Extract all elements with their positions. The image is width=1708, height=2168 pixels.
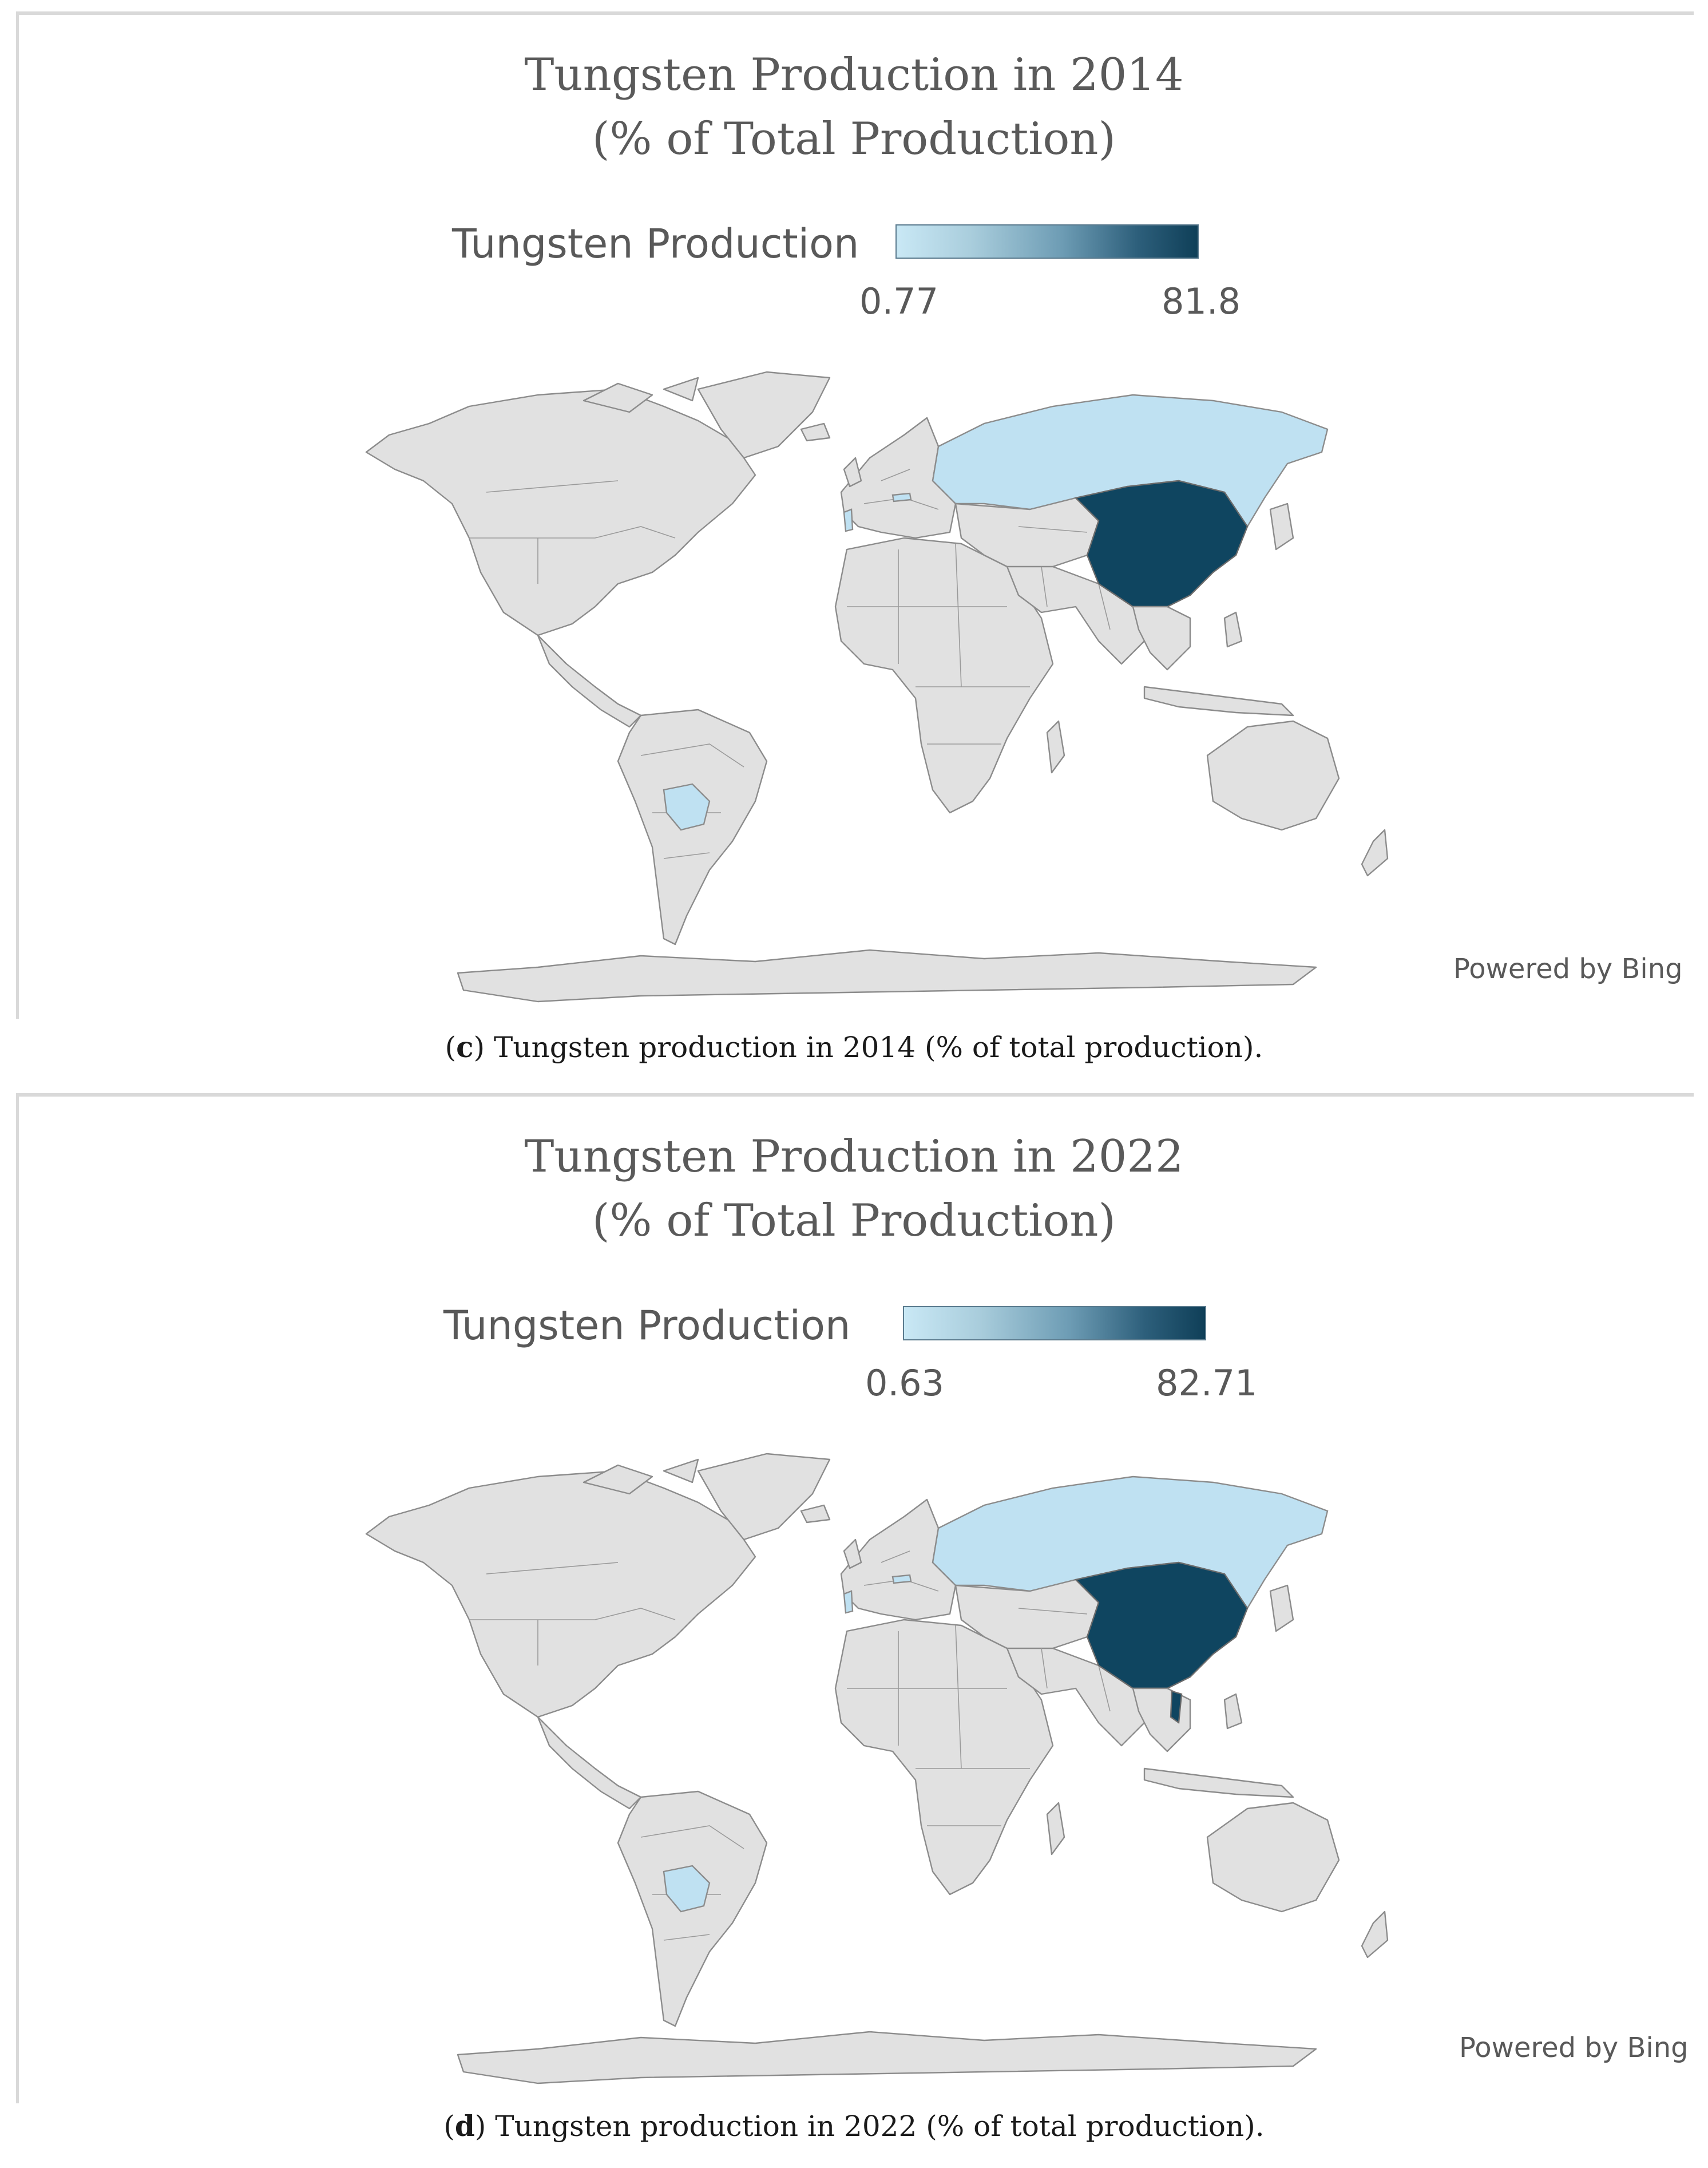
region-antarctica (457, 949, 1317, 1003)
map-panel-2022: Tungsten Production in 2022 (% of Total … (0, 1093, 1694, 2152)
region-arctic-islands (582, 1458, 699, 1495)
legend-title: Tungsten Production (452, 220, 859, 267)
region-australia (1206, 1802, 1340, 1913)
region-arctic-islands (582, 377, 699, 413)
region-japan (1269, 503, 1294, 551)
region-central-america (537, 1716, 642, 1810)
caption-text: Tungsten production in 2014 (% of total … (494, 1031, 1263, 1064)
region-madagascar (1046, 1802, 1065, 1856)
panel-border-left (16, 1093, 19, 2103)
region-indonesia (1143, 1767, 1294, 1798)
map-title-line2: (% of Total Production) (592, 1195, 1116, 1247)
region-antarctica (457, 2031, 1317, 2084)
region-austria (891, 492, 912, 503)
region-iceland (800, 1504, 831, 1524)
legend-max-value: 81.8 (1162, 280, 1241, 322)
region-vietnam (1170, 1690, 1183, 1724)
panel-border-left (16, 11, 19, 1019)
region-austria (891, 1574, 912, 1584)
legend-title: Tungsten Production (443, 1302, 851, 1349)
region-central-america (537, 634, 642, 728)
region-iceland (800, 422, 831, 442)
map-title-line1: Tungsten Production in 2014 (524, 49, 1184, 101)
caption-label: d (454, 2109, 475, 2143)
world-choropleth-map (365, 1453, 1389, 2084)
region-arabia-india (1006, 1647, 1146, 1747)
caption-text: Tungsten production in 2022 (% of total … (495, 2110, 1265, 2143)
region-bolivia (663, 1865, 711, 1913)
region-new-zealand (1361, 1910, 1389, 1959)
region-china (1074, 1561, 1249, 1690)
region-greenland (697, 371, 831, 459)
region-indonesia (1143, 686, 1294, 717)
legend-min-value: 0.77 (859, 280, 939, 322)
region-arabia-india (1006, 565, 1146, 665)
panel-border-top (16, 11, 1694, 15)
map-attribution: Powered by Bing (1453, 953, 1683, 985)
map-title-line2: (% of Total Production) (592, 113, 1116, 165)
region-australia (1206, 720, 1340, 831)
map-title-line1: Tungsten Production in 2022 (524, 1131, 1184, 1182)
region-russia (932, 1475, 1329, 1610)
region-greenland (697, 1453, 831, 1541)
legend-min-value: 0.63 (865, 1362, 945, 1404)
caption-label: c (456, 1030, 474, 1064)
region-russia (932, 394, 1329, 528)
world-choropleth-map (365, 371, 1389, 1003)
figure-caption-d: (d) Tungsten production in 2022 (% of to… (443, 2109, 1265, 2143)
region-portugal (843, 508, 854, 532)
region-north-america (365, 1470, 756, 1718)
region-philippines (1223, 611, 1243, 648)
region-portugal (843, 1590, 854, 1614)
legend-color-scale (895, 224, 1199, 259)
region-philippines (1223, 1693, 1243, 1730)
legend-max-value: 82.71 (1156, 1362, 1258, 1404)
legend-color-scale (903, 1306, 1206, 1340)
map-panel-2014: Tungsten Production in 2014 (% of Total … (0, 11, 1694, 1064)
region-madagascar (1046, 720, 1065, 774)
region-china (1074, 480, 1249, 608)
region-bolivia (663, 783, 711, 831)
map-attribution: Powered by Bing (1459, 2032, 1689, 2064)
region-north-america (365, 388, 756, 636)
region-uk (843, 457, 862, 488)
region-southeast-asia (1132, 606, 1191, 671)
panel-border-top (16, 1093, 1694, 1097)
region-new-zealand (1361, 829, 1389, 877)
region-japan (1269, 1584, 1294, 1632)
figure-caption-c: (c) Tungsten production in 2014 (% of to… (445, 1030, 1263, 1064)
region-uk (843, 1538, 862, 1569)
